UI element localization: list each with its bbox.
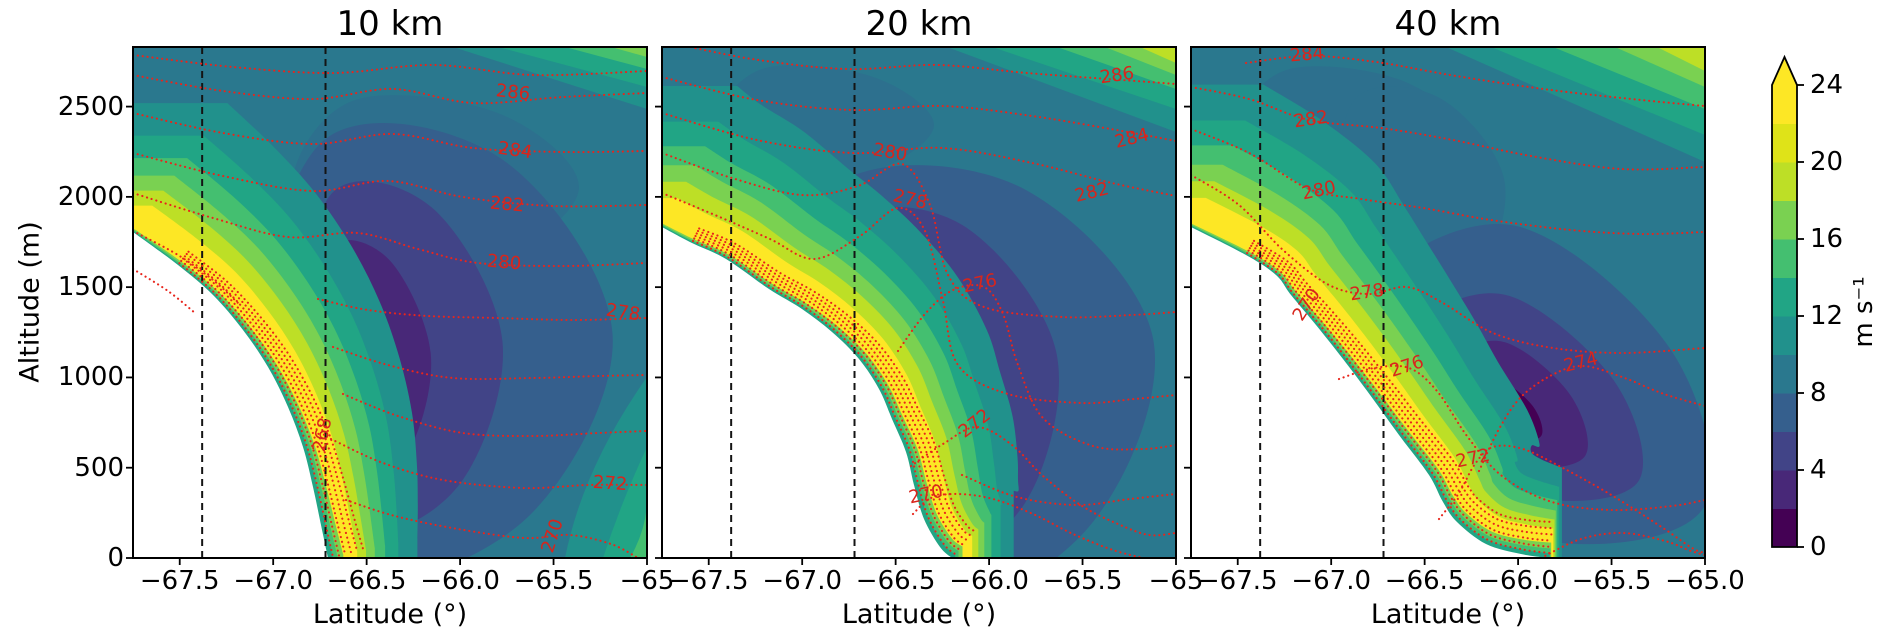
colorbar-tick-label: 4 xyxy=(1810,455,1827,485)
x-tick-label: −67.5 xyxy=(668,566,749,596)
temperature-contour-label: 286 xyxy=(1098,63,1135,89)
contour-plot-40km: 284 282 280 278 276 274 272 270 xyxy=(1184,46,1706,565)
x-tick-label: −66.5 xyxy=(855,566,936,596)
x-tick-label: −67.0 xyxy=(1291,566,1372,596)
x-tick-label: −67.5 xyxy=(1197,566,1278,596)
temperature-contour-label: 278 xyxy=(605,300,642,326)
temperature-contour-label: 282 xyxy=(489,193,525,217)
colorbar-tick-label: 8 xyxy=(1810,378,1827,408)
y-tick-label: 2500 xyxy=(57,91,124,122)
colorbar-tick-label: 24 xyxy=(1810,70,1843,100)
x-tick-label: −65 xyxy=(1148,566,1204,596)
contour-plot-10km: 286 284 282 280 278 272 270 268 xyxy=(126,46,648,565)
temperature-contour-label: 284 xyxy=(1289,43,1325,67)
x-tick-label: −66.0 xyxy=(1478,566,1558,596)
x-tick-label: −65.5 xyxy=(513,566,594,596)
colorbar-label: m s⁻¹ xyxy=(1849,276,1879,348)
x-tick-label: −66.0 xyxy=(420,566,500,596)
panel-title-20km: 20 km xyxy=(865,4,973,44)
x-tick-label: −65.5 xyxy=(1571,566,1652,596)
x-tick-label: −66.5 xyxy=(326,566,407,596)
temperature-contour-label: 272 xyxy=(592,472,628,495)
temperature-contour-label: 284 xyxy=(497,138,534,164)
temperature-contour-label: 286 xyxy=(495,80,531,104)
y-tick-label: 1500 xyxy=(57,272,124,303)
x-tick-label: −67.0 xyxy=(233,566,314,596)
temperature-contour-label: 278 xyxy=(1348,280,1385,306)
x-axis-label-1: Latitude (°) xyxy=(312,599,468,630)
colorbar-tick-label: 20 xyxy=(1810,147,1843,177)
x-axis-label-3: Latitude (°) xyxy=(1370,599,1526,630)
x-tick-label: −67.5 xyxy=(139,566,220,596)
temperature-contour-label: 280 xyxy=(486,251,522,275)
temperature-contour-label: 282 xyxy=(1292,107,1329,133)
x-tick-label: −65 xyxy=(619,566,675,596)
panel-title-10km: 10 km xyxy=(336,4,444,44)
y-tick-label: 2000 xyxy=(57,181,124,212)
x-tick-label: −65.0 xyxy=(1665,566,1745,596)
panel-title-40km: 40 km xyxy=(1394,4,1502,44)
y-tick-label: 500 xyxy=(74,452,124,483)
colorbar-tick-label: 0 xyxy=(1810,532,1827,562)
colorbar-tick-label: 16 xyxy=(1810,224,1843,254)
y-tick-label: 0 xyxy=(107,543,124,573)
colorbar-tick-label: 12 xyxy=(1810,301,1843,331)
x-axis-label-2: Latitude (°) xyxy=(841,599,997,630)
x-tick-label: −66.0 xyxy=(949,566,1029,596)
x-tick-label: −67.0 xyxy=(762,566,843,596)
colorbar: 0 4 8 12 16 20 24 xyxy=(1750,40,1892,620)
contour-plot-20km: 286 284 282 280 278 276 272 270 xyxy=(655,46,1177,565)
y-tick-label: 1000 xyxy=(57,362,124,393)
x-tick-label: −66.5 xyxy=(1384,566,1465,596)
x-tick-label: −65.5 xyxy=(1042,566,1123,596)
